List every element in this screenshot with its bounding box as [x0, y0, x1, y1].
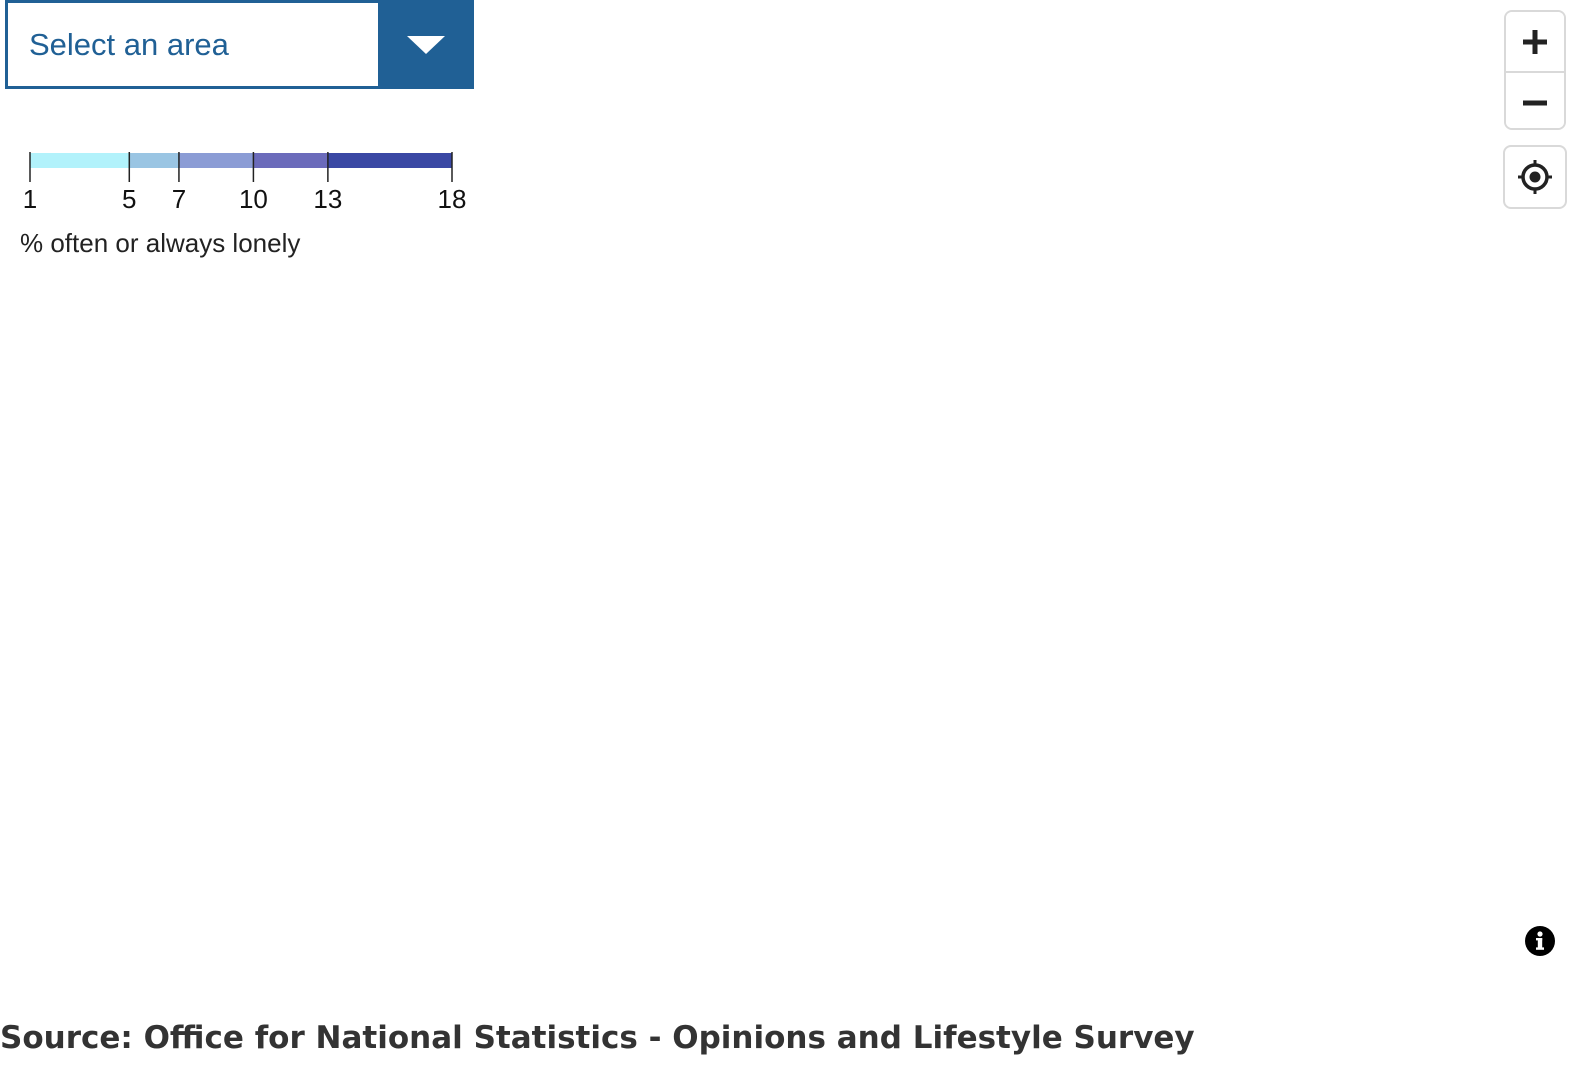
source-note: Source: Office for National Statistics -… — [0, 1020, 1195, 1056]
legend-swatch — [178, 153, 254, 168]
crosshair-icon — [1518, 160, 1552, 194]
area-select-label[interactable]: Select an area — [8, 3, 381, 86]
legend-tick-label: 5 — [122, 184, 136, 214]
legend-swatch — [327, 153, 452, 168]
legend-tick-label: 18 — [438, 184, 467, 214]
attribution-info-button[interactable] — [1525, 926, 1555, 956]
legend-tick-label: 10 — [239, 184, 268, 214]
locate-me-button[interactable] — [1503, 145, 1567, 209]
legend-swatch — [129, 153, 179, 168]
legend-swatch — [253, 153, 328, 168]
zoom-in-button[interactable] — [1506, 12, 1564, 73]
legend-tick-label: 13 — [313, 184, 342, 214]
chevron-down-icon — [407, 35, 445, 54]
minus-icon — [1523, 100, 1547, 105]
legend-swatch — [30, 153, 130, 168]
info-icon — [1525, 926, 1555, 956]
legend-tick-label: 1 — [23, 184, 37, 214]
plus-icon — [1523, 29, 1547, 54]
map-legend: 1 5 7 10 13 18 % often or always lonely — [0, 140, 500, 270]
zoom-controls — [1504, 10, 1566, 130]
legend-tick-label: 7 — [172, 184, 186, 214]
legend-title: % often or always lonely — [20, 228, 301, 258]
legend-scale: 1 5 7 10 13 18 — [23, 152, 467, 214]
area-select-toggle-button[interactable] — [381, 3, 471, 86]
zoom-out-button[interactable] — [1506, 73, 1564, 128]
area-select-dropdown[interactable]: Select an area — [5, 0, 474, 89]
